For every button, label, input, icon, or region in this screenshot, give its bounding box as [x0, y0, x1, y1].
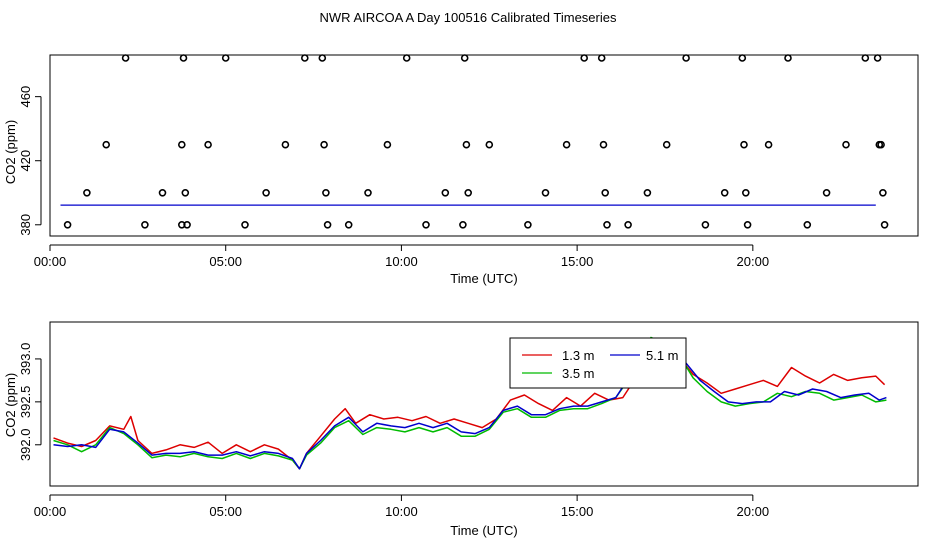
calibration-point: [158, 189, 167, 197]
calibration-point: [204, 140, 212, 149]
top-y-axis-label: CO2 (ppm): [3, 120, 18, 184]
calibration-point: [364, 189, 372, 197]
calibration-point: [662, 140, 671, 149]
calibration-point: [320, 140, 328, 149]
calibration-point: [599, 140, 608, 149]
calibration-point: [181, 189, 190, 197]
top-y-tick-label: 380: [18, 214, 33, 236]
bottom-x-tick-label: 20:00: [737, 504, 770, 519]
top-y-tick-label: 420: [18, 150, 33, 172]
calibration-point: [803, 221, 812, 229]
calibration-point: [422, 221, 430, 229]
bottom-x-tick-label: 10:00: [385, 504, 418, 519]
bottom-plot-frame: [49, 321, 919, 487]
calibration-point: [485, 140, 494, 149]
calibration-point: [524, 221, 532, 229]
bottom-x-tick-label: 15:00: [561, 504, 594, 519]
calibration-point: [102, 140, 110, 149]
bottom-y-tick-label: 392.0: [18, 429, 33, 462]
top-panel: 00:00 05:00 10:00 15:00 20:00 380 420 460 Time…: [3, 54, 919, 286]
bottom-x-axis-label: Time (UTC): [450, 523, 517, 538]
bottom-x-tick-label: 05:00: [209, 504, 242, 519]
top-plot-frame: [49, 54, 919, 237]
series-line-1-3-m: [53, 340, 886, 470]
calibration-point: [603, 221, 611, 229]
bottom-series-lines: [53, 336, 887, 470]
calibration-point: [383, 140, 392, 149]
calibration-point: [842, 140, 850, 149]
bottom-y-axis-label: CO2 (ppm): [3, 373, 18, 437]
top-x-tick-label: 20:00: [737, 254, 770, 269]
calibration-point: [83, 189, 91, 197]
calibration-point: [740, 140, 748, 149]
series-line-3-5-m: [53, 336, 887, 470]
top-y-tick-label: 460: [18, 86, 33, 108]
bottom-y-axis: 392.0 392.5 393.0: [18, 343, 42, 462]
calibration-point: [562, 140, 571, 149]
calibration-point: [141, 221, 149, 229]
calibration-point: [643, 189, 652, 197]
calibration-point: [462, 140, 471, 149]
bottom-panel: 00:00 05:00 10:00 15:00 20:00 392.0 392.5 393.…: [3, 321, 919, 538]
calibration-point: [701, 221, 710, 229]
calibration-point: [601, 189, 610, 197]
bottom-x-tick-label: 00:00: [34, 504, 67, 519]
calibration-point: [743, 221, 752, 229]
calibration-point: [262, 189, 270, 197]
calibration-point: [624, 221, 632, 229]
top-x-tick-label: 00:00: [34, 254, 67, 269]
top-x-tick-label: 05:00: [209, 254, 242, 269]
calibration-point: [344, 221, 353, 229]
calibration-point: [281, 140, 290, 149]
bottom-y-tick-label: 393.0: [18, 343, 33, 376]
calibration-point: [720, 189, 729, 197]
calibration-point: [63, 221, 72, 229]
calibration-point: [880, 221, 889, 229]
legend-label-5-1m: 5.1 m: [646, 348, 679, 363]
calibration-point: [741, 189, 750, 197]
calibration-point: [322, 189, 330, 197]
calibration-point: [464, 189, 473, 197]
calibration-point: [822, 189, 831, 197]
bottom-y-tick-label: 392.5: [18, 386, 33, 419]
legend-label-1-3m: 1.3 m: [562, 348, 595, 363]
legend-label-3-5m: 3.5 m: [562, 366, 595, 381]
calibration-point: [459, 221, 467, 229]
calibration-point: [178, 140, 186, 149]
calibration-point: [323, 221, 332, 229]
top-y-axis: 380 420 460: [18, 86, 42, 236]
calibration-point: [879, 189, 887, 197]
top-x-axis-label: Time (UTC): [450, 271, 517, 286]
calibration-point: [764, 140, 773, 149]
calibration-point: [178, 221, 186, 229]
legend: 1.3 m 5.1 m 3.5 m: [509, 337, 687, 389]
top-x-axis: 00:00 05:00 10:00 15:00 20:00: [34, 244, 770, 269]
top-x-tick-label: 15:00: [561, 254, 594, 269]
calibration-point: [241, 221, 249, 229]
calibration-point: [541, 189, 550, 197]
calibration-point: [877, 140, 885, 149]
series-line-5-1-m: [53, 345, 887, 470]
figure-title: NWR AIRCOA A Day 100516 Calibrated Times…: [320, 10, 617, 25]
calibration-point: [441, 189, 450, 197]
legend-box: [509, 337, 687, 389]
top-x-tick-label: 10:00: [385, 254, 418, 269]
bottom-x-axis: 00:00 05:00 10:00 15:00 20:00: [34, 494, 770, 519]
